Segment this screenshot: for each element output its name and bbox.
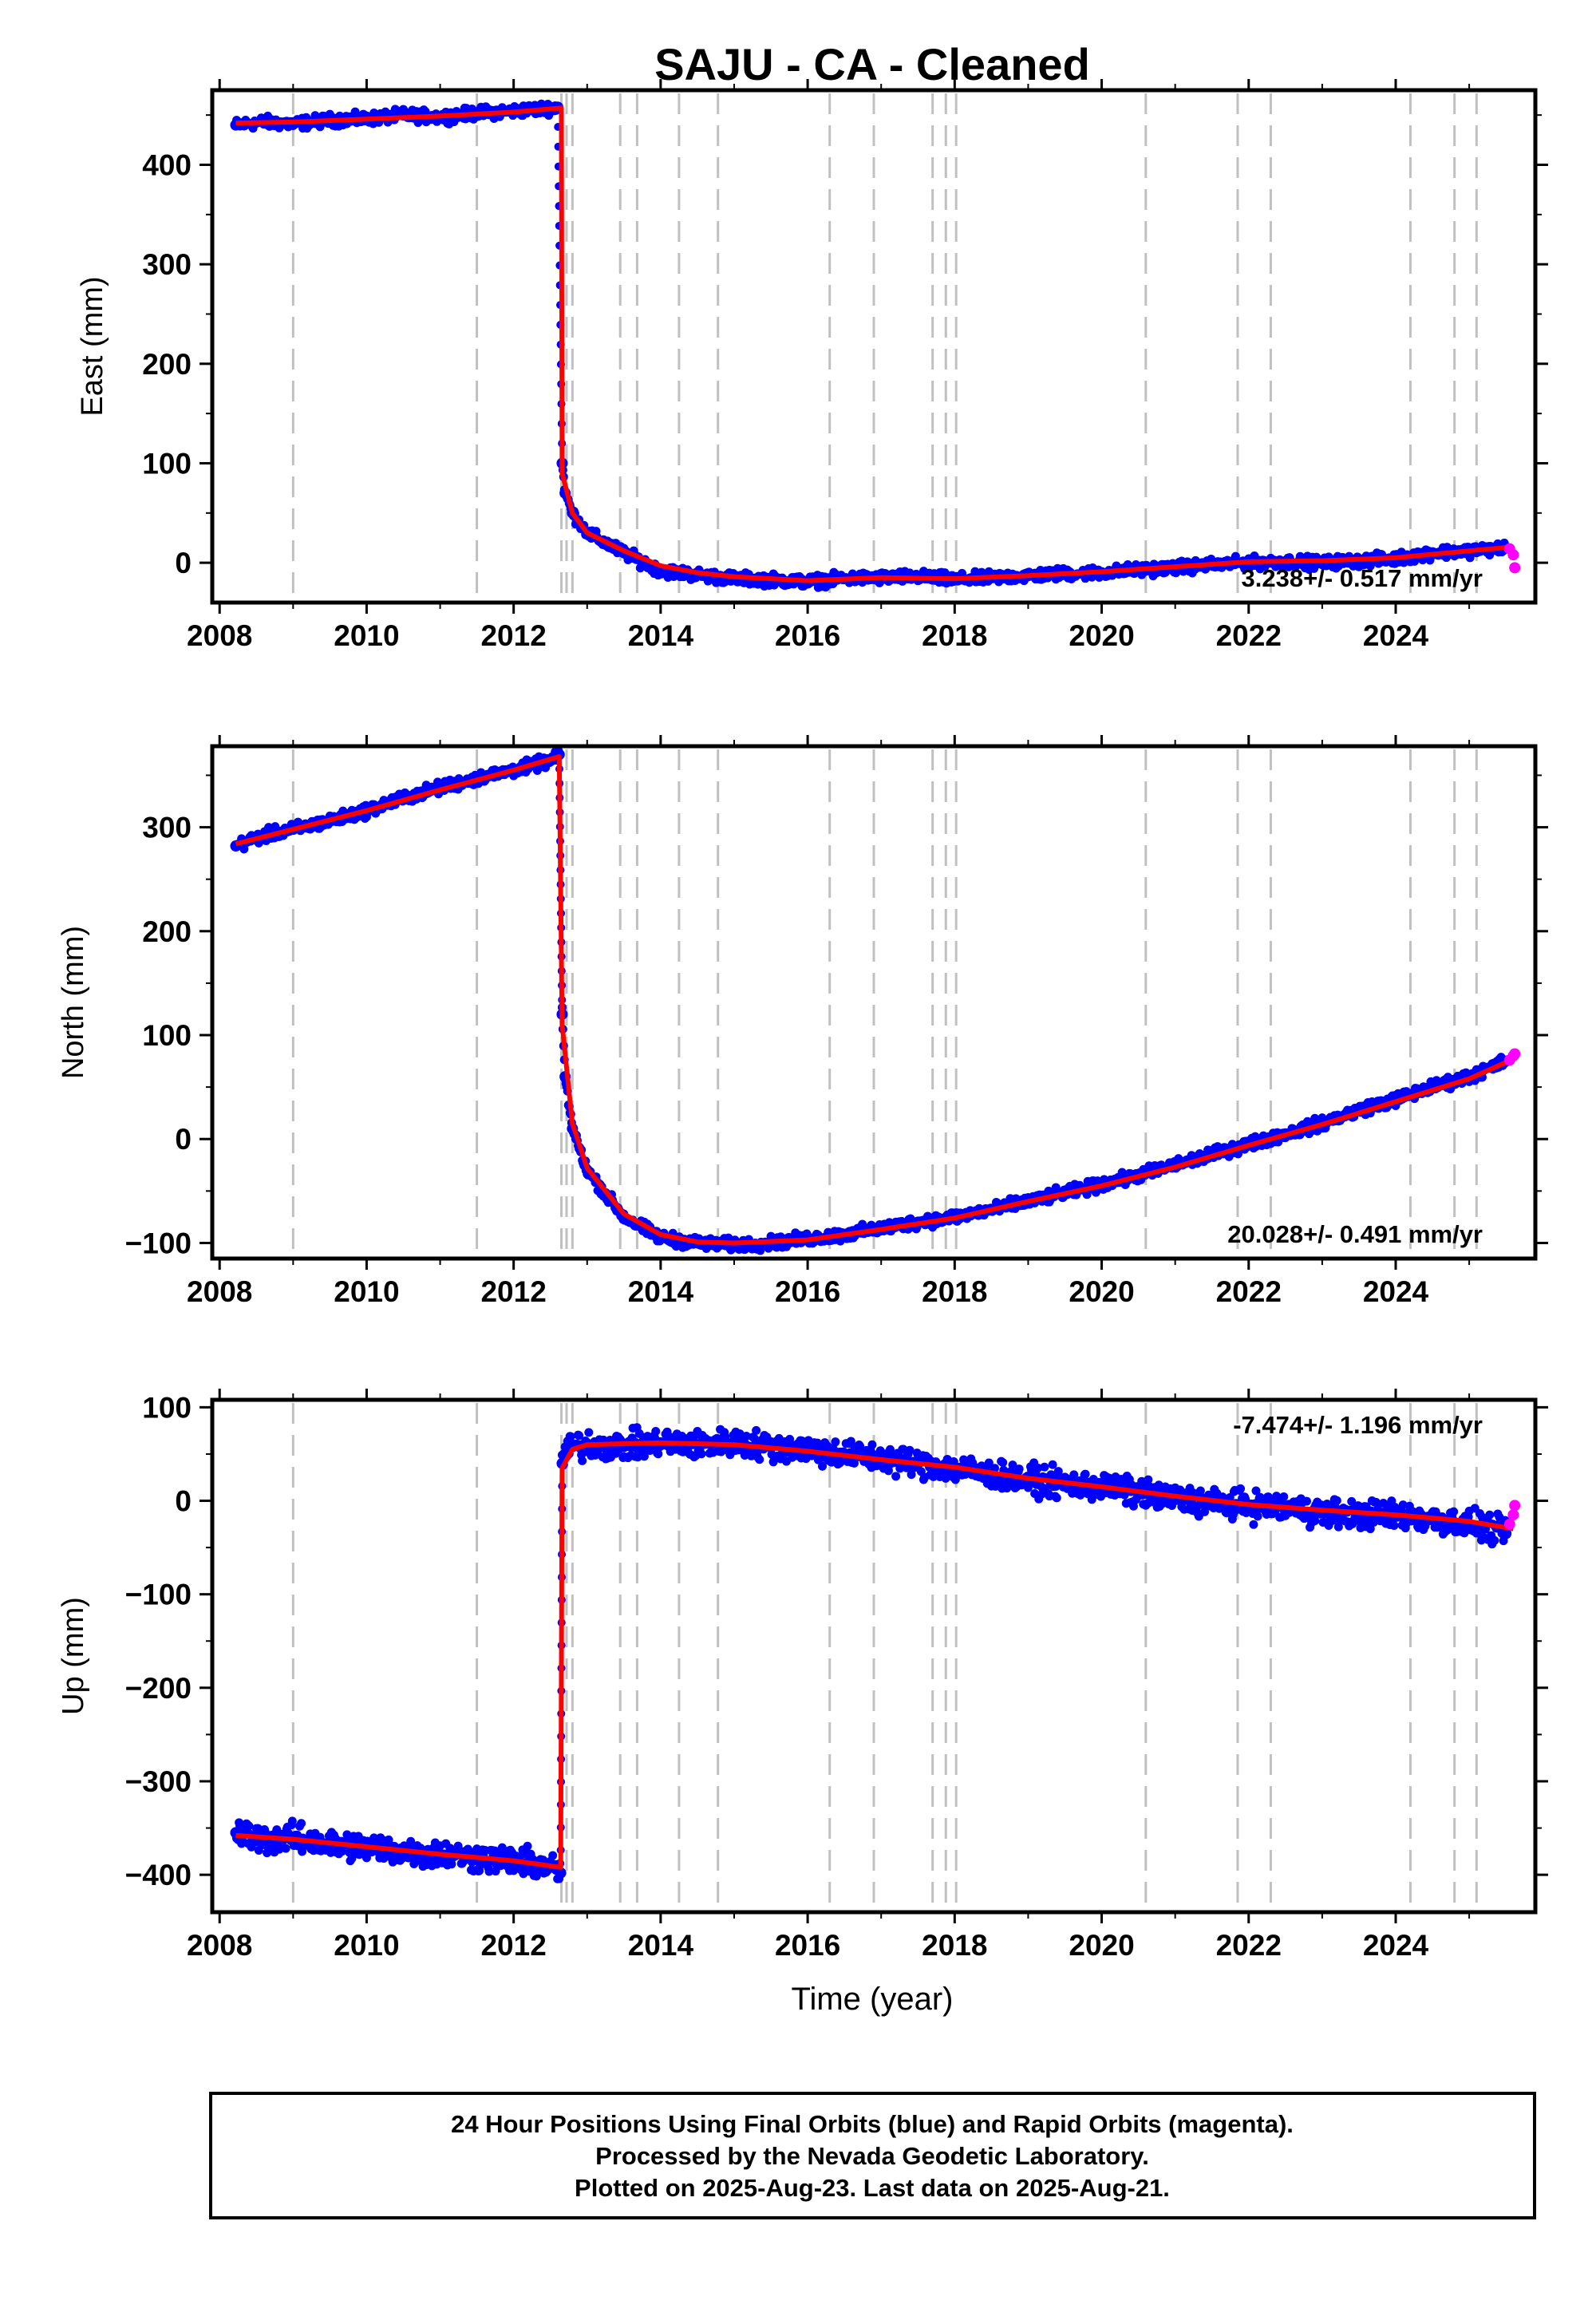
north-xtick-label-7: 2022 [1216,1275,1282,1308]
north-rapid-point-2 [1509,1048,1521,1060]
x-axis-label: Time (year) [792,1982,954,2017]
north-ytick-label-0: −100 [125,1227,192,1259]
north-xtick-label-1: 2010 [334,1275,399,1308]
up-xtick-label-1: 2010 [334,1929,399,1962]
up-ytick-label-3: −100 [125,1579,192,1611]
up-xtick-label-5: 2018 [922,1929,987,1962]
north-xtick-label-5: 2018 [922,1275,987,1308]
east-rapid-point-1 [1507,549,1519,561]
north-xtick-label-8: 2024 [1363,1275,1429,1308]
up-y-axis-label: Up (mm) [57,1597,90,1715]
up-ytick-label-1: −300 [125,1765,192,1798]
north-rate-label: 20.028+/- 0.491 mm/yr [1227,1220,1483,1248]
up-xtick-label-7: 2022 [1216,1929,1282,1962]
caption-line-3: Plotted on 2025-Aug-23. Last data on 202… [575,2174,1170,2202]
up-rapid-point-0 [1503,1518,1515,1530]
chart-title: SAJU - CA - Cleaned [654,39,1090,89]
east-xtick-label-7: 2022 [1216,619,1282,652]
caption-line-1: 24 Hour Positions Using Final Orbits (bl… [451,2110,1294,2138]
up-model-line [235,1440,1514,1870]
east-xtick-label-8: 2024 [1363,619,1429,652]
north-xtick-label-2: 2012 [480,1275,546,1308]
panel-east: 2008 2010 2012 2014 2016 2018 2020 2022 2024 0 100… [76,79,1548,652]
up-ytick-label-5: 100 [142,1391,192,1424]
up-xtick-label-4: 2016 [775,1929,840,1962]
north-ytick-label-3: 200 [142,915,192,948]
up-xtick-label-8: 2024 [1363,1929,1429,1962]
up-rapid-point-1 [1507,1509,1519,1521]
east-ytick-label-1: 100 [142,447,192,480]
east-xtick-label-5: 2018 [922,619,987,652]
north-data-layer [230,746,1521,1255]
up-xtick-label-2: 2012 [480,1929,546,1962]
up-xtick-label-0: 2008 [187,1929,252,1962]
east-xtick-label-1: 2010 [334,619,399,652]
north-ytick-label-1: 0 [175,1123,192,1156]
up-data-layer [230,1423,1521,1883]
east-model-line [235,105,1514,583]
north-ytick-label-4: 300 [142,812,192,844]
caption-line-2: Processed by the Nevada Geodetic Laborat… [595,2142,1149,2170]
panel-north: 2008 2010 2012 2014 2016 2018 2020 2022 2024 −100… [57,735,1548,1308]
east-ytick-label-0: 0 [175,547,192,579]
panel-up: 2008 2010 2012 2014 2016 2018 2020 2022 2024 −400… [57,1389,1548,1962]
east-rate-label: 3.238+/- 0.517 mm/yr [1242,564,1483,592]
up-xtick-label-6: 2020 [1069,1929,1134,1962]
up-frame [210,1397,1538,1915]
east-xtick-label-0: 2008 [187,619,252,652]
east-xtick-label-4: 2016 [775,619,840,652]
north-xtick-label-0: 2008 [187,1275,252,1308]
east-xtick-label-6: 2020 [1069,619,1134,652]
north-xtick-label-6: 2020 [1069,1275,1134,1308]
east-frame [210,88,1538,605]
east-rapid-point-2 [1509,562,1521,574]
east-data-layer [230,99,1521,592]
up-ytick-label-2: −200 [125,1672,192,1705]
north-xtick-label-4: 2016 [775,1275,840,1308]
east-ytick-label-4: 400 [142,148,192,181]
up-rate-label: -7.474+/- 1.196 mm/yr [1233,1411,1483,1439]
north-frame [210,744,1538,1261]
up-ytick-label-4: 0 [175,1485,192,1518]
east-xtick-label-2: 2012 [480,619,546,652]
north-ytick-label-2: 100 [142,1019,192,1052]
east-y-axis-label: East (mm) [76,276,109,416]
up-xtick-label-3: 2014 [628,1929,694,1962]
up-ytick-label-0: −400 [125,1859,192,1891]
east-ytick-label-2: 200 [142,348,192,381]
caption-box: 24 Hour Positions Using Final Orbits (bl… [209,2092,1536,2219]
east-ytick-label-3: 300 [142,248,192,281]
east-xtick-label-3: 2014 [628,619,694,652]
up-rapid-point-2 [1509,1500,1521,1512]
north-model-line [235,754,1515,1246]
north-y-axis-label: North (mm) [57,926,90,1079]
north-xtick-label-3: 2014 [628,1275,694,1308]
